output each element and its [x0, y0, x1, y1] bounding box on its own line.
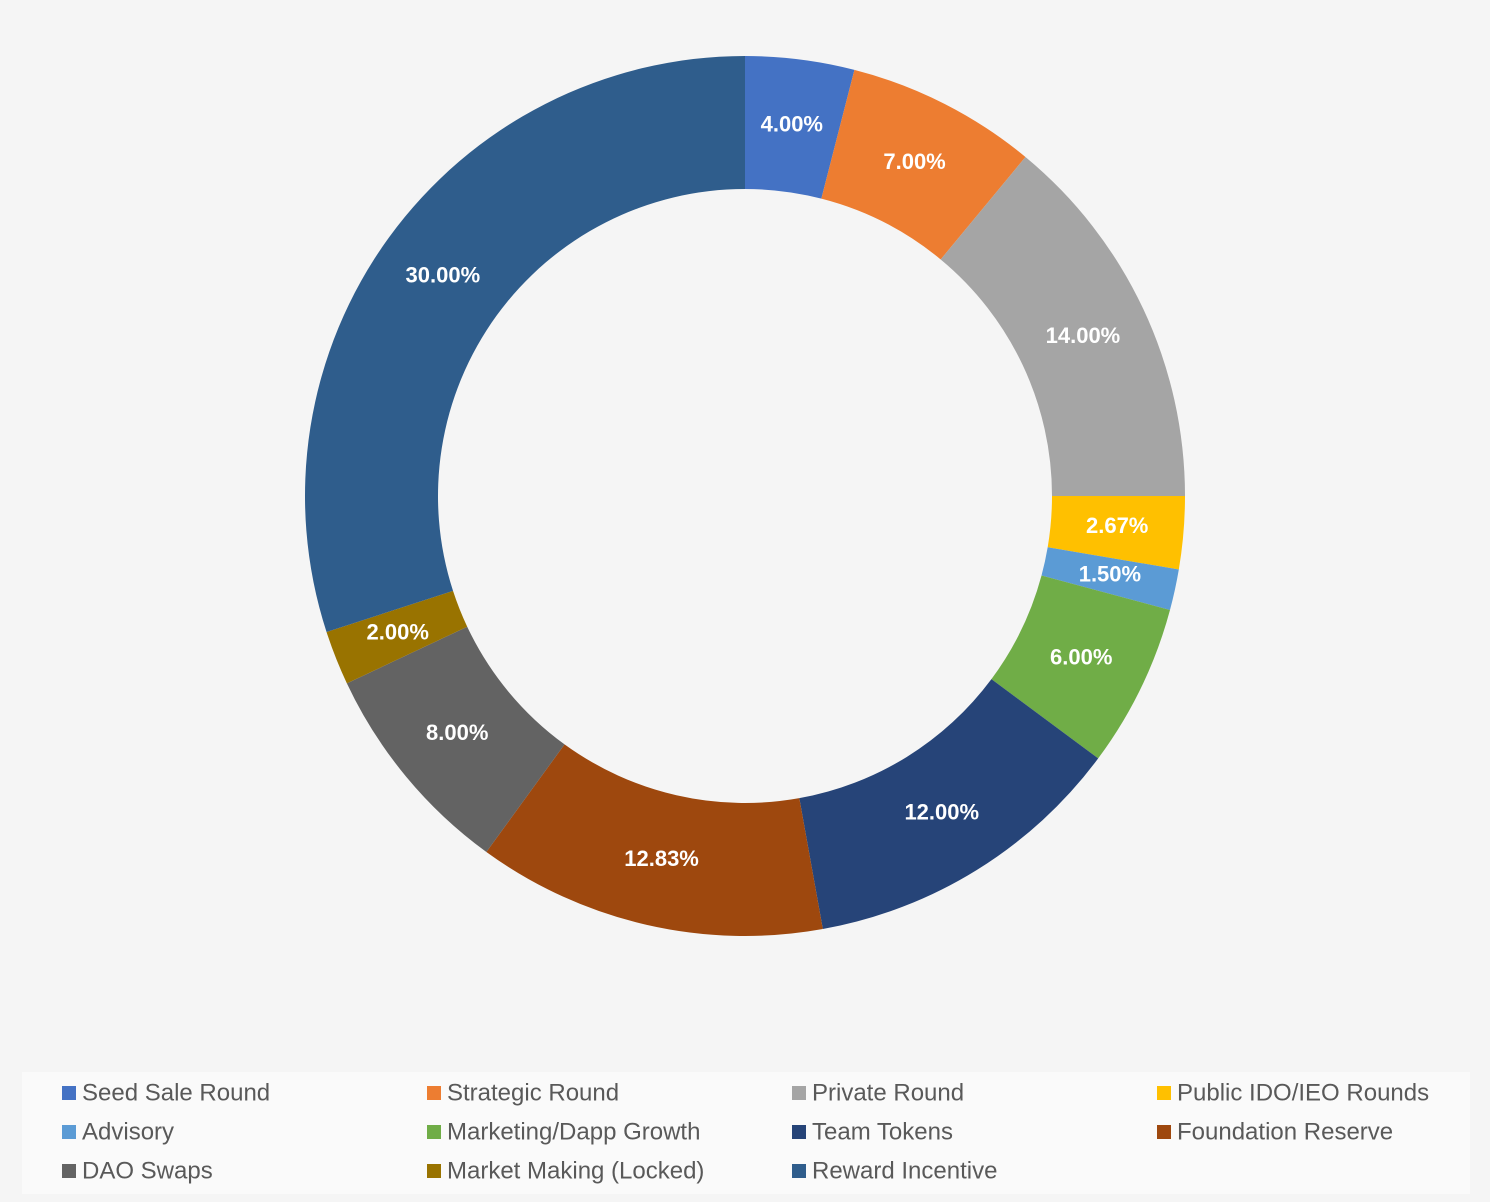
- data-label: 6.00%: [1050, 644, 1112, 669]
- data-label: 4.00%: [761, 111, 823, 136]
- slice: [304, 56, 745, 632]
- slice: [486, 744, 823, 936]
- legend-label: Private Round: [812, 1079, 964, 1106]
- data-label: 7.00%: [883, 149, 945, 174]
- legend-swatch: [62, 1164, 76, 1178]
- slice: [745, 56, 855, 199]
- slice: [991, 575, 1170, 759]
- data-label: 2.00%: [367, 619, 429, 644]
- legend-box: [22, 1072, 1470, 1194]
- slice: [1041, 547, 1179, 610]
- legend-label: Marketing/Dapp Growth: [447, 1118, 700, 1145]
- legend-swatch: [62, 1125, 76, 1139]
- legend-swatch: [427, 1164, 441, 1178]
- data-label: 1.50%: [1079, 561, 1141, 586]
- legend-swatch: [792, 1125, 806, 1139]
- legend-swatch: [1157, 1086, 1171, 1100]
- data-label: 12.00%: [904, 799, 979, 824]
- slice: [326, 590, 468, 684]
- data-label: 30.00%: [406, 262, 481, 287]
- legend-label: Foundation Reserve: [1177, 1118, 1393, 1145]
- legend-label: Market Making (Locked): [447, 1157, 704, 1184]
- legend-label: Team Tokens: [812, 1118, 953, 1145]
- slice: [799, 679, 1099, 930]
- data-label: 14.00%: [1046, 323, 1121, 348]
- legend-swatch: [427, 1086, 441, 1100]
- data-label: 2.67%: [1086, 513, 1148, 538]
- legend-swatch: [792, 1086, 806, 1100]
- legend-swatch: [1157, 1125, 1171, 1139]
- legend-swatch: [792, 1164, 806, 1178]
- data-label: 8.00%: [426, 720, 488, 745]
- data-label: 12.83%: [624, 846, 699, 871]
- legend-swatch: [427, 1125, 441, 1139]
- legend-label: DAO Swaps: [82, 1157, 213, 1184]
- legend-swatch: [62, 1086, 76, 1100]
- legend-label: Reward Incentive: [812, 1157, 997, 1184]
- slice: [821, 69, 1026, 260]
- slice: [346, 626, 565, 852]
- slice: [940, 156, 1185, 496]
- legend-label: Advisory: [82, 1118, 174, 1145]
- legend-label: Strategic Round: [447, 1079, 619, 1106]
- legend-label: Public IDO/IEO Rounds: [1177, 1079, 1429, 1106]
- slice: [1047, 496, 1185, 570]
- legend-label: Seed Sale Round: [82, 1079, 270, 1106]
